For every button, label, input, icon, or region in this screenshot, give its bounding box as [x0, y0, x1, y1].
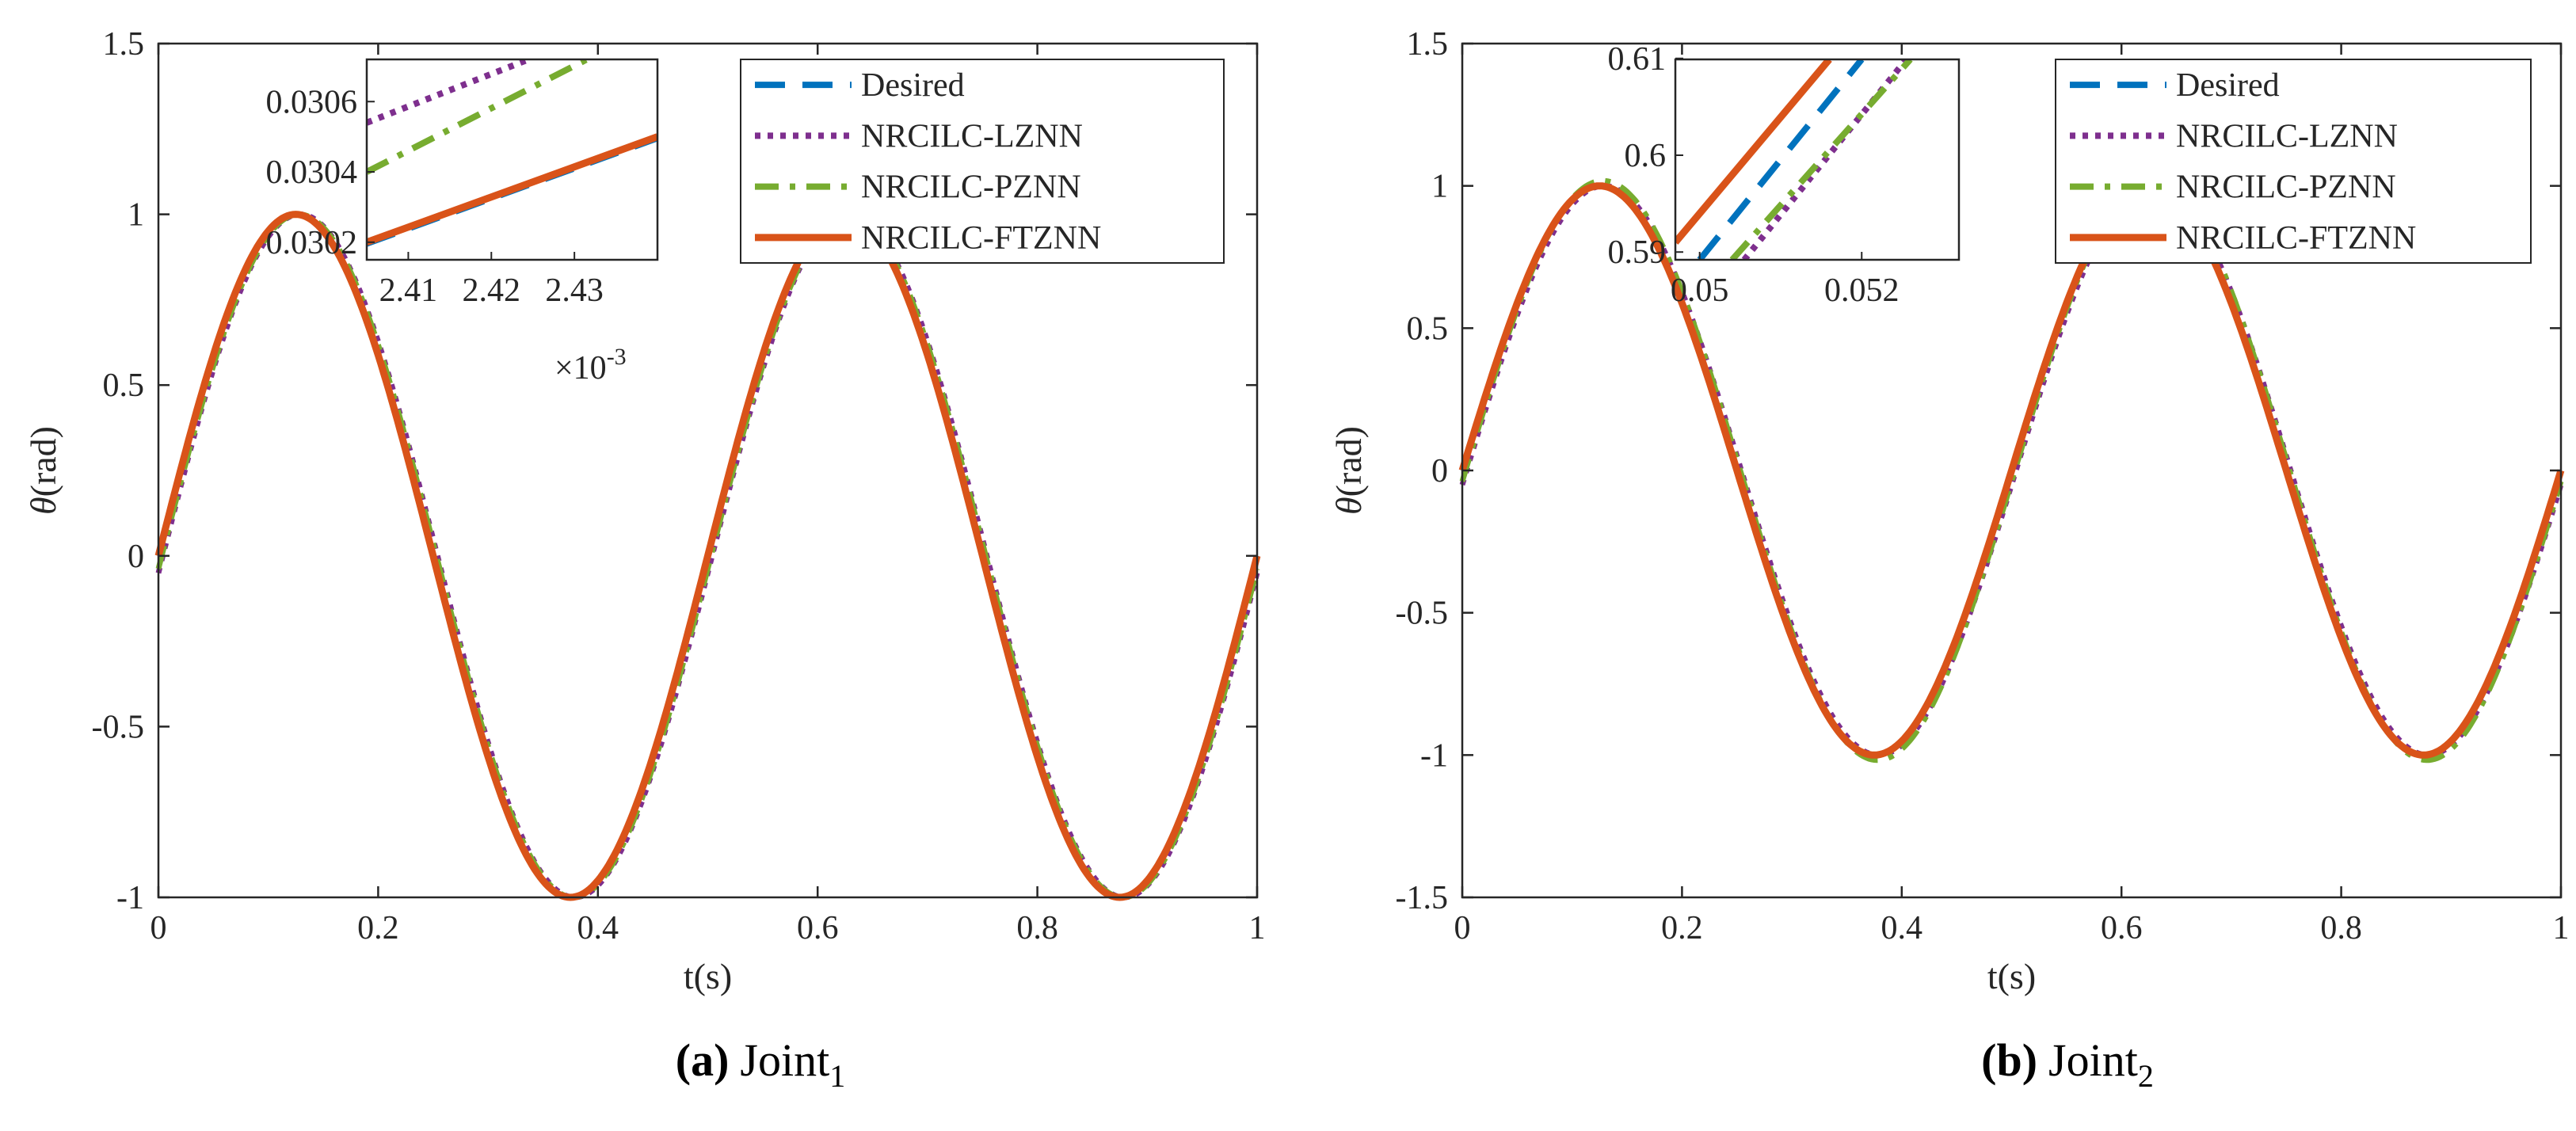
legend-box: [740, 59, 1225, 264]
x-tick-label: 1: [2553, 910, 2570, 946]
inset-line-nrcilc-lznn: [367, 59, 530, 126]
y-tick-label: -1: [116, 880, 144, 916]
series-line-nrcilc-ftznn: [1458, 182, 2565, 759]
y-tick-label: 1: [1431, 169, 1448, 205]
legend-label-nrcilc-lznn: NRCILC-LZNN: [861, 118, 1083, 154]
y-axis-label-unit: (rad): [1328, 426, 1369, 497]
x-tick-label: 0: [151, 910, 167, 946]
y-tick-label: -1: [1420, 737, 1448, 774]
legend-label-desired: Desired: [2176, 67, 2280, 104]
x-tick-label: 0.2: [1661, 910, 1703, 946]
x-tick-label: 1: [1249, 910, 1266, 946]
inset-lines: [367, 59, 657, 247]
caption-text: Joint: [740, 1034, 829, 1086]
y-axis-label-unit: (rad): [23, 426, 63, 497]
panel-joint1: (a) Joint1 0 0.2 0.4 0.6 0.8 1-1-0.500.511.5t(…: [23, 26, 1266, 1094]
caption-joint2: (b) Joint2: [1981, 1034, 2154, 1094]
x-axis-label: t(s): [1987, 956, 2036, 996]
legend-label-nrcilc-pznn: NRCILC-PZNN: [861, 169, 1081, 206]
inset-x-tick-label: 2.43: [545, 272, 604, 309]
caption-subscript: 2: [2138, 1058, 2154, 1094]
legend-label-nrcilc-pznn: NRCILC-PZNN: [2176, 169, 2396, 206]
caption-letter: (b): [1981, 1034, 2037, 1086]
x-tick-label: 0.8: [2320, 910, 2362, 946]
legend-label-nrcilc-lznn: NRCILC-LZNN: [2176, 118, 2398, 154]
legend-box: [2055, 59, 2532, 264]
inset-x-tick-label: 0.052: [1824, 272, 1900, 309]
inset-y-tick-label: 0.59: [1608, 234, 1667, 271]
y-tick-label: 0: [1431, 453, 1448, 489]
inset-x-multiplier-base: ×10: [554, 350, 607, 387]
inset-x-tick-label: 2.41: [379, 272, 438, 309]
panel-joint2: (b) Joint2 0 0.2 0.4 0.6 0.8 1 -1.5 -1 -0.5 0 0.5 1 1…: [1328, 26, 2570, 1094]
legend-label-desired: Desired: [861, 67, 965, 104]
legend-label-nrcilc-ftznn: NRCILC-FTZNN: [861, 220, 1101, 257]
x-tick-label: 0.4: [577, 910, 619, 946]
y-tick-label: 0: [128, 539, 144, 575]
x-axis-label: t(s): [684, 956, 732, 996]
y-tick-label: 1.5: [1407, 26, 1449, 63]
x-tick-label: 0.6: [797, 910, 839, 946]
caption-joint1: (a) Joint1: [676, 1034, 845, 1094]
inset-line-nrcilc-ftznn: [1675, 59, 1832, 245]
inset-y-tick-label: 0.0302: [266, 225, 358, 261]
y-tick-label: -0.5: [1396, 596, 1449, 632]
x-tick-label: 0.4: [1881, 910, 1923, 946]
inset-x-multiplier: ×10-3: [554, 344, 627, 387]
x-tick-label: 0: [1454, 910, 1471, 946]
legend-label-nrcilc-ftznn: NRCILC-FTZNN: [2176, 220, 2416, 257]
caption-subscript: 1: [829, 1058, 845, 1094]
x-tick-label: 0.6: [2101, 910, 2143, 946]
x-tick-label: 0.8: [1016, 910, 1058, 946]
caption-text: Joint: [2048, 1034, 2138, 1086]
inset-line-nrcilc-ftznn: [367, 133, 657, 246]
inset-line-desired: [1697, 59, 1865, 260]
y-tick-label: -1.5: [1396, 880, 1449, 916]
y-tick-label: 0.5: [1407, 310, 1449, 347]
inset-lines: [1675, 59, 1913, 260]
y-axis-label: θ(rad): [1328, 426, 1369, 515]
inset-y-tick-label: 0.0306: [266, 84, 358, 120]
inset-y-tick-label: 0.0304: [266, 154, 358, 191]
y-axis-label: θ(rad): [23, 426, 63, 515]
caption-letter: (a): [676, 1034, 730, 1086]
inset-x-tick-label: 2.42: [463, 272, 521, 309]
y-axis-label-symbol: θ: [1328, 497, 1369, 515]
inset-y-tick-label: 0.6: [1625, 138, 1667, 174]
y-axis-label-symbol: θ: [23, 497, 63, 515]
x-tick-label: 0.2: [357, 910, 399, 946]
inset-y-tick-label: 0.61: [1608, 41, 1667, 78]
y-tick-label: 1: [128, 197, 144, 234]
inset-x-tick-label: 0.05: [1671, 272, 1729, 309]
inset-x-multiplier-exponent: -3: [607, 344, 627, 370]
inset-line-nrcilc-pznn: [367, 59, 589, 175]
inset-line-nrcilc-pznn: [1729, 59, 1913, 260]
inset-background: [1675, 59, 1959, 260]
y-tick-label: 0.5: [103, 367, 145, 404]
inset-box: [365, 58, 659, 261]
series-line-nrcilc-ftznn: [154, 211, 1261, 901]
y-tick-label: 1.5: [103, 26, 145, 63]
y-tick-label: -0.5: [92, 709, 145, 745]
inset-box: [1674, 58, 1961, 261]
axes-box: [157, 42, 1259, 899]
inset-line-nrcilc-lznn: [1741, 59, 1909, 260]
